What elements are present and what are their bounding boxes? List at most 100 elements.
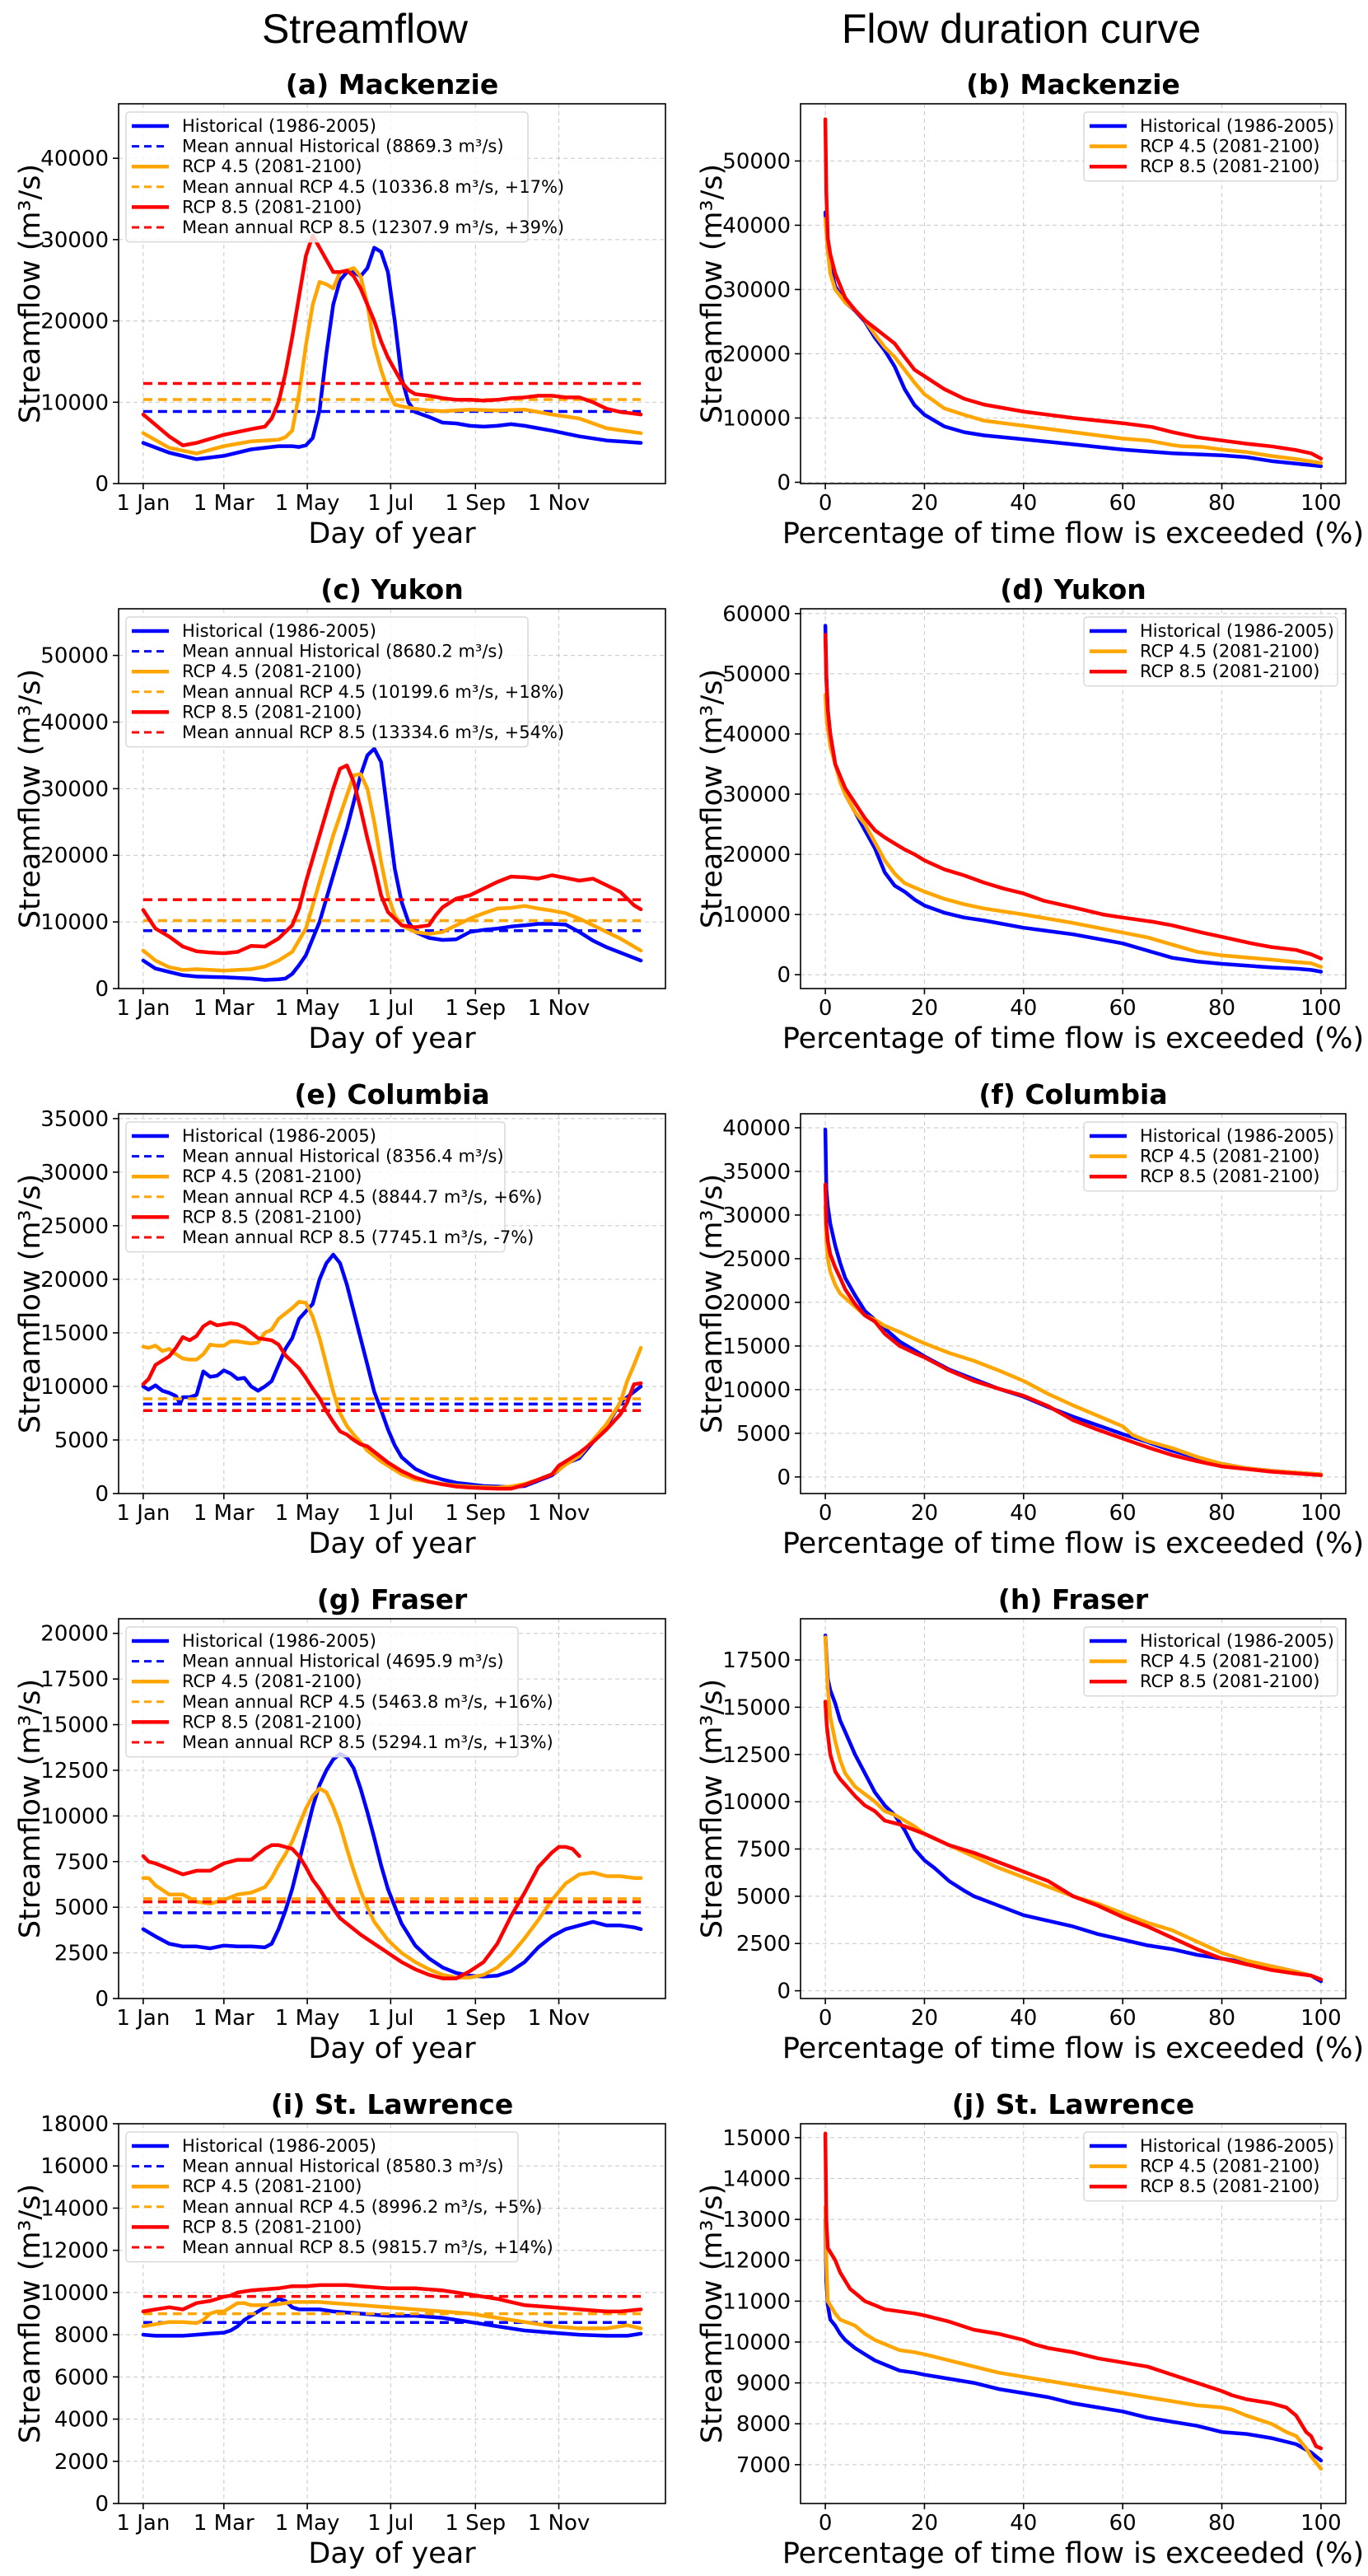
legend-item: RCP 4.5 (2081-2100)	[1090, 1147, 1319, 1166]
y-tick-label: 4000	[54, 2408, 109, 2433]
x-tick-label: 1 May	[275, 1501, 340, 1526]
legend-label: Historical (1986-2005)	[1140, 1631, 1334, 1651]
legend-label: RCP 4.5 (2081-2100)	[182, 2176, 362, 2196]
y-tick-label: 10000	[40, 390, 109, 415]
y-tick-label: 8000	[54, 2323, 109, 2348]
legend-box	[1083, 616, 1338, 687]
y-axis-label: Streamflow (m³/s)	[14, 1679, 47, 1938]
legend-box	[1083, 2131, 1338, 2202]
x-tick-label: 1 Nov	[528, 996, 591, 1021]
x-tick-label: 0	[819, 2006, 833, 2031]
legend-item: RCP 4.5 (2081-2100)	[1090, 1652, 1319, 1671]
y-tick-label: 7000	[736, 2453, 791, 2478]
y-tick-label: 50000	[722, 662, 791, 687]
x-tick-label: 1 Sep	[445, 2006, 506, 2031]
y-tick-label: 14000	[40, 2196, 109, 2221]
legend-item: Historical (1986-2005)	[1090, 2136, 1334, 2156]
legend-box	[125, 1626, 519, 1758]
legend-item: RCP 8.5 (2081-2100)	[1090, 1671, 1319, 1691]
x-tick-label: 0	[819, 2511, 833, 2536]
y-tick-label: 15000	[722, 2126, 791, 2151]
x-tick-label: 1 May	[275, 996, 340, 1021]
legend: Historical (1986-2005)RCP 4.5 (2081-2100…	[1083, 1121, 1338, 1192]
y-axis-label: Streamflow (m³/s)	[696, 669, 729, 928]
x-axis-label: Percentage of time flow is exceeded (%)	[782, 517, 1364, 550]
series-line-historical	[141, 1751, 643, 1979]
y-tick-label: 20000	[722, 843, 791, 867]
legend-label: Mean annual Historical (8580.3 m³/s)	[182, 2157, 504, 2176]
y-axis-label: Streamflow (m³/s)	[696, 164, 729, 423]
plot-area	[823, 624, 1324, 974]
y-tick-label: 40000	[722, 1116, 791, 1141]
legend-label: Mean annual Historical (8869.3 m³/s)	[182, 137, 504, 157]
legend-label: Historical (1986-2005)	[182, 1126, 376, 1146]
y-tick-label: 10000	[722, 903, 791, 928]
legend-label: RCP 8.5 (2081-2100)	[182, 197, 362, 217]
y-tick-label: 20000	[722, 1291, 791, 1316]
axes-frame	[800, 2123, 1347, 2504]
legend-item: RCP 8.5 (2081-2100)	[132, 1207, 362, 1227]
axes-frame	[118, 1113, 666, 1494]
legend-label: Mean annual RCP 8.5 (5294.1 m³/s, +13%)	[182, 1732, 553, 1752]
series-line-rcp-8-5	[141, 763, 643, 956]
x-tick-label: 0	[819, 491, 833, 516]
y-axis-label: Streamflow (m³/s)	[14, 1174, 47, 1433]
legend: Historical (1986-2005)Mean annual Histor…	[125, 1121, 542, 1253]
legend-label: RCP 4.5 (2081-2100)	[182, 157, 362, 176]
x-axis-label: Day of year	[308, 2032, 476, 2065]
y-axis-label: Streamflow (m³/s)	[696, 2184, 729, 2443]
y-tick-label: 5000	[736, 1422, 791, 1447]
legend-label: RCP 4.5 (2081-2100)	[1140, 2157, 1319, 2176]
legend-item: Mean annual RCP 4.5 (8844.7 m³/s, +6%)	[132, 1187, 542, 1207]
y-tick-label: 0	[95, 977, 109, 1002]
x-tick-label: 1 Sep	[445, 2511, 506, 2536]
x-tick-label: 1 Jul	[367, 2006, 413, 2031]
legend-item: Mean annual Historical (8869.3 m³/s)	[132, 137, 504, 157]
legend-box	[125, 616, 529, 748]
series-line-rcp-8-5	[141, 2283, 643, 2314]
series-line-rcp-4-5	[141, 1786, 643, 1980]
panel-title: (d) Yukon	[1000, 573, 1146, 605]
axes-frame	[800, 1618, 1347, 1999]
y-axis-label: Streamflow (m³/s)	[14, 164, 47, 423]
legend-item: Mean annual RCP 8.5 (13334.6 m³/s, +54%)	[132, 722, 564, 742]
x-tick-label: 1 Mar	[194, 2511, 254, 2536]
legend-box	[125, 2131, 519, 2263]
series-line-rcp-4-5	[823, 693, 1324, 969]
y-tick-label: 10000	[40, 910, 109, 935]
series-line-rcp-8-5	[823, 117, 1324, 461]
x-tick-label: 1 Jan	[116, 2511, 170, 2536]
x-tick-label: 40	[1010, 2511, 1037, 2536]
x-tick-label: 1 May	[275, 491, 340, 516]
y-tick-label: 10000	[722, 2331, 791, 2355]
y-tick-label: 50000	[40, 644, 109, 669]
y-tick-label: 16000	[40, 2154, 109, 2179]
y-axis-label: Streamflow (m³/s)	[696, 1174, 729, 1433]
series-line-rcp-4-5	[823, 2204, 1324, 2471]
legend-label: Mean annual Historical (8356.4 m³/s)	[182, 1147, 504, 1166]
panel-f: (f) Columbia 0 20 40 60 80 100 0 5000 10000 15000 2…	[696, 1078, 1364, 1560]
x-tick-label: 1 Sep	[445, 1501, 506, 1526]
panels: (a) Mackenzie 1 Jan 1 Mar 1 May 1 Jul 1 Sep 1 …	[14, 68, 1364, 2570]
x-tick-label: 1 Jul	[367, 996, 413, 1021]
legend-item: Mean annual RCP 4.5 (5463.8 m³/s, +16%)	[132, 1692, 553, 1712]
series-line-rcp-4-5	[823, 1204, 1324, 1476]
axes-frame	[118, 2123, 666, 2504]
x-tick-label: 20	[911, 2511, 938, 2536]
x-tick-label: 1 Nov	[528, 2006, 591, 2031]
legend-item: Historical (1986-2005)	[1090, 621, 1334, 641]
y-tick-label: 0	[95, 472, 109, 497]
legend-item: Historical (1986-2005)	[132, 1126, 376, 1146]
plot-area	[823, 117, 1324, 469]
y-tick-label: 0	[777, 963, 791, 988]
legend-item: Historical (1986-2005)	[132, 1631, 376, 1651]
legend-label: Mean annual RCP 8.5 (12307.9 m³/s, +39%)	[182, 217, 564, 237]
x-tick-label: 20	[911, 996, 938, 1021]
plot-area	[141, 233, 643, 461]
y-tick-label: 15000	[40, 1713, 109, 1738]
x-tick-label: 1 Jan	[116, 2006, 170, 2031]
y-tick-label: 10000	[40, 1804, 109, 1829]
legend-label: Historical (1986-2005)	[182, 2136, 376, 2156]
y-tick-label: 20000	[40, 1622, 109, 1647]
x-axis-label: Percentage of time flow is exceeded (%)	[782, 2537, 1364, 2570]
